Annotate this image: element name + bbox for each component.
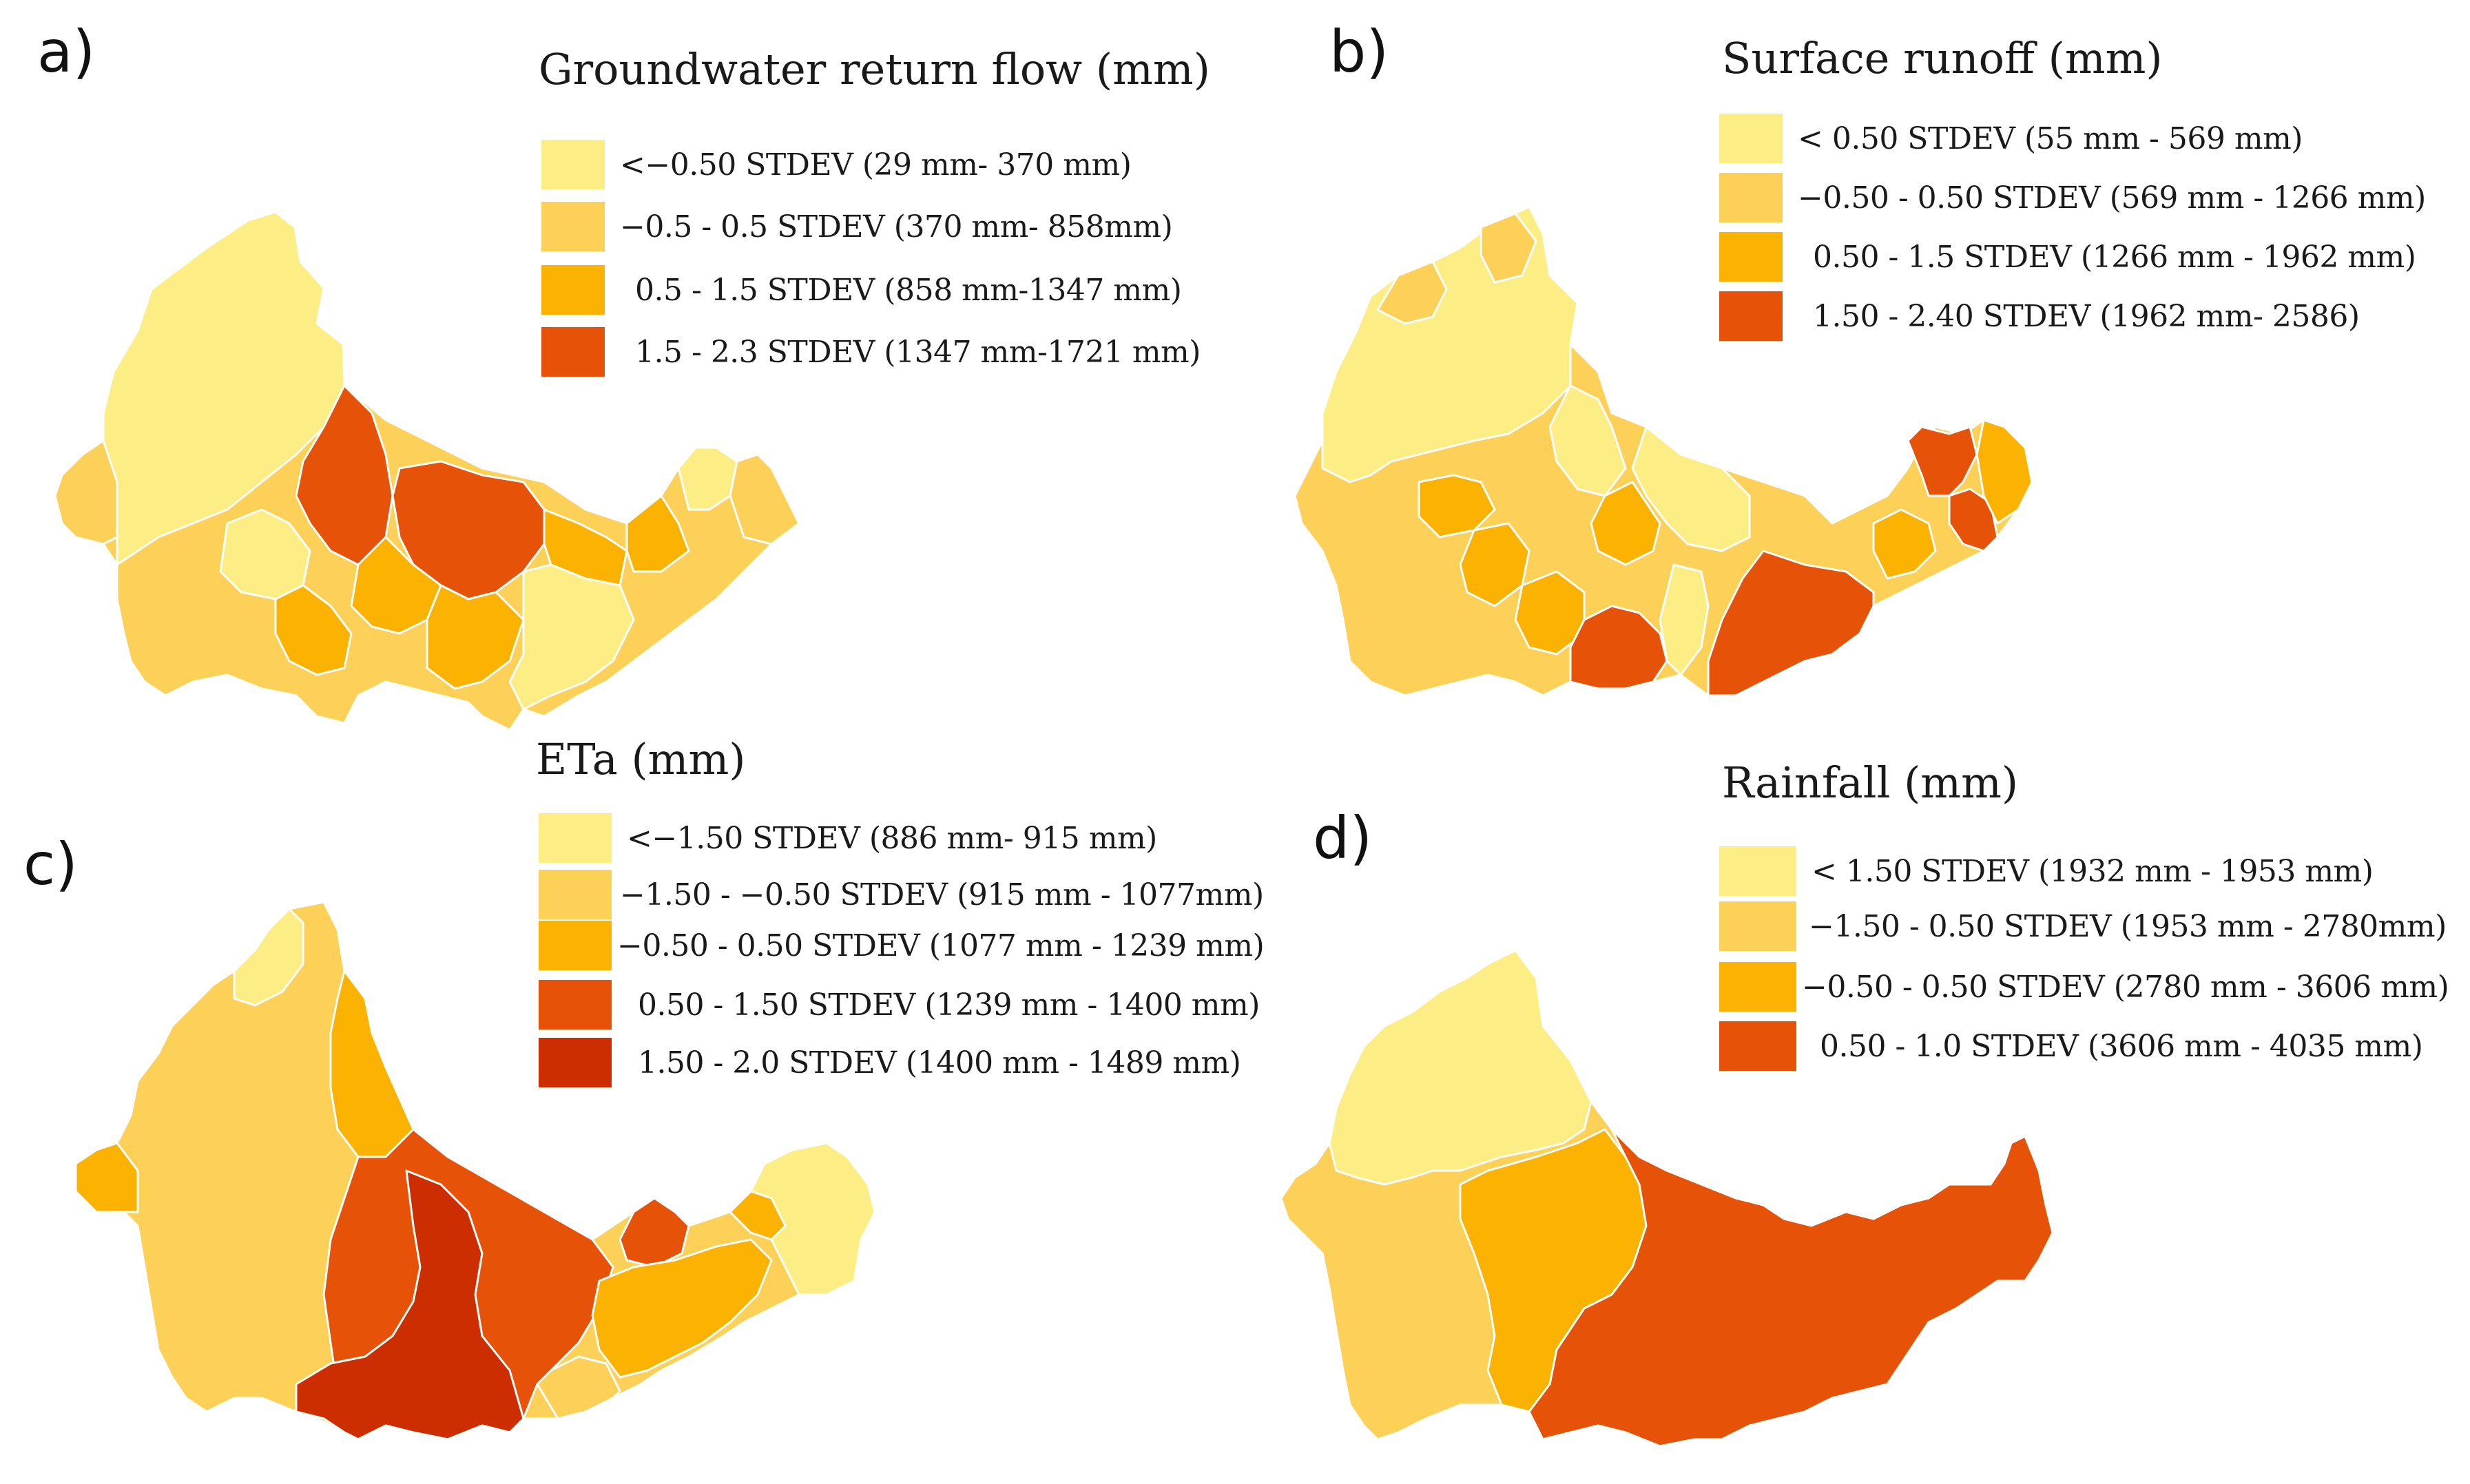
region-a-east-3 xyxy=(625,494,690,573)
region-a-northwest xyxy=(102,211,346,566)
region-b-south-1 xyxy=(1569,605,1668,690)
legend-swatch xyxy=(541,327,605,377)
legend-item-b-2: −0.50 - 0.50 STDEV (569 mm - 1266 mm) xyxy=(1719,172,2426,223)
region-a-west xyxy=(54,439,118,545)
legend-item-c-3: −0.50 - 0.50 STDEV (1077 mm - 1239 mm) xyxy=(539,920,1265,971)
legend-item-a-1: <−0.50 STDEV (29 mm- 370 mm) xyxy=(541,139,1132,190)
region-b-central-6 xyxy=(1514,570,1586,656)
legend-item-d-2: −1.50 - 0.50 STDEV (1953 mm - 2780mm) xyxy=(1719,901,2447,952)
legend-label: −1.50 - −0.50 STDEV (915 mm - 1077mm) xyxy=(620,877,1264,912)
region-a-east-5 xyxy=(729,453,800,545)
region-c-north xyxy=(233,908,304,1007)
legend-item-d-4: 0.50 - 1.0 STDEV (3606 mm - 4035 mm) xyxy=(1719,1021,2423,1072)
legend-swatch xyxy=(1719,114,1783,163)
region-b-central-2 xyxy=(1459,522,1530,607)
region-a-east-2 xyxy=(543,508,628,587)
region-b-east-1 xyxy=(1872,508,1937,580)
legend-label: < 0.50 STDEV (55 mm - 569 mm) xyxy=(1798,121,2303,156)
legend-label: −0.5 - 0.5 STDEV (370 mm- 858mm) xyxy=(620,209,1173,244)
legend-swatch xyxy=(541,265,605,315)
legend-title-d: Rainfall (mm) xyxy=(1722,757,2019,808)
region-b-central-4 xyxy=(1631,426,1751,552)
region-b-north-2 xyxy=(1480,212,1537,284)
region-b-east-2 xyxy=(1907,426,1978,497)
legend-swatch xyxy=(541,140,605,189)
legend-item-c-2: −1.50 - −0.50 STDEV (915 mm - 1077mm) xyxy=(539,869,1264,920)
region-d-northwest xyxy=(1328,949,1592,1186)
legend-swatch xyxy=(539,870,612,919)
legend-swatch xyxy=(539,813,612,863)
legend-item-a-3: 0.5 - 1.5 STDEV (858 mm-1347 mm) xyxy=(541,264,1182,315)
legend-label: < 1.50 STDEV (1932 mm - 1953 mm) xyxy=(1812,853,2374,889)
legend-swatch xyxy=(1719,846,1796,896)
legend-title-c: ETa (mm) xyxy=(536,734,746,784)
region-b-east-3 xyxy=(1948,488,1999,552)
legend-label: 0.50 - 1.5 STDEV (1266 mm - 1962 mm) xyxy=(1813,239,2416,275)
region-c-east-4 xyxy=(729,1142,876,1296)
panel-label-a: a) xyxy=(37,18,96,85)
region-c-central-strip xyxy=(329,970,415,1158)
region-b-east-4 xyxy=(1975,419,2033,525)
legend-label: −0.50 - 0.50 STDEV (2780 mm - 3606 mm) xyxy=(1802,969,2449,1005)
legend-item-b-3: 0.50 - 1.5 STDEV (1266 mm - 1962 mm) xyxy=(1719,231,2416,282)
legend-label: <−0.50 STDEV (29 mm- 370 mm) xyxy=(620,147,1132,182)
legend-label: −0.50 - 0.50 STDEV (569 mm - 1266 mm) xyxy=(1798,180,2426,216)
legend-swatch xyxy=(1719,901,1796,951)
legend-swatch xyxy=(1719,173,1783,222)
region-a-central-2 xyxy=(391,460,546,600)
legend-swatch xyxy=(1719,962,1796,1012)
legend-item-d-3: −0.50 - 0.50 STDEV (2780 mm - 3606 mm) xyxy=(1719,961,2449,1012)
region-b-central-5 xyxy=(1590,481,1661,566)
region-b-south-2 xyxy=(1707,550,1875,697)
legend-label: 1.5 - 2.3 STDEV (1347 mm-1721 mm) xyxy=(635,334,1201,370)
legend-item-c-4: 0.50 - 1.50 STDEV (1239 mm - 1400 mm) xyxy=(539,979,1260,1030)
region-c-east-2 xyxy=(591,1238,773,1379)
legend-item-a-2: −0.5 - 0.5 STDEV (370 mm- 858mm) xyxy=(541,201,1173,252)
map-d-rainfall xyxy=(1280,949,2054,1448)
legend-title-b: Surface runoff (mm) xyxy=(1722,33,2163,83)
panel-label-b: b) xyxy=(1329,18,1389,85)
region-b-south-west xyxy=(1659,563,1710,676)
legend-label: −0.50 - 0.50 STDEV (1077 mm - 1239 mm) xyxy=(617,928,1265,963)
legend-swatch xyxy=(539,921,612,970)
legend-label: <−1.50 STDEV (886 mm- 915 mm) xyxy=(627,820,1157,856)
legend-label: −1.50 - 0.50 STDEV (1953 mm - 2780mm) xyxy=(1809,908,2447,944)
legend-swatch xyxy=(541,202,605,251)
legend-item-a-4: 1.5 - 2.3 STDEV (1347 mm-1721 mm) xyxy=(541,326,1201,377)
legend-item-b-1: < 0.50 STDEV (55 mm - 569 mm) xyxy=(1719,113,2303,164)
legend-label: 0.50 - 1.50 STDEV (1239 mm - 1400 mm) xyxy=(638,987,1260,1023)
legend-swatch xyxy=(1719,232,1783,282)
legend-item-c-1: <−1.50 STDEV (886 mm- 915 mm) xyxy=(539,813,1157,864)
legend-swatch xyxy=(1719,1021,1796,1071)
region-c-west xyxy=(74,1142,139,1213)
region-a-central-1 xyxy=(295,384,394,566)
region-a-central-4 xyxy=(426,584,525,690)
region-a-south-2 xyxy=(274,584,353,676)
legend-label: 0.50 - 1.0 STDEV (3606 mm - 4035 mm) xyxy=(1820,1028,2423,1064)
region-b-north-1 xyxy=(1376,260,1448,325)
map-b-surface-runoff xyxy=(1294,205,2033,697)
panel-label-c: c) xyxy=(23,830,78,898)
legend-swatch xyxy=(1719,291,1783,341)
region-c-east-3 xyxy=(536,1355,621,1420)
legend-swatch xyxy=(539,1038,612,1087)
region-c-central-dark xyxy=(295,1169,525,1441)
legend-label: 1.50 - 2.0 STDEV (1400 mm - 1489 mm) xyxy=(638,1045,1241,1080)
region-c-east-5 xyxy=(729,1190,787,1241)
region-a-east-1 xyxy=(508,563,635,711)
legend-swatch xyxy=(539,980,612,1030)
legend-item-b-4: 1.50 - 2.40 STDEV (1962 mm- 2586) xyxy=(1719,291,2360,342)
region-b-central-1 xyxy=(1418,474,1496,539)
map-a-groundwater xyxy=(54,211,800,731)
legend-label: 1.50 - 2.40 STDEV (1962 mm- 2586) xyxy=(1813,298,2360,334)
legend-item-d-1: < 1.50 STDEV (1932 mm - 1953 mm) xyxy=(1719,846,2374,897)
region-d-east-main xyxy=(1528,1128,2054,1448)
panel-label-d: d) xyxy=(1313,804,1373,872)
legend-label: 0.5 - 1.5 STDEV (858 mm-1347 mm) xyxy=(635,272,1182,308)
map-c-eta xyxy=(74,901,876,1441)
legend-title-a: Groundwater return flow (mm) xyxy=(539,44,1210,94)
legend-item-c-5: 1.50 - 2.0 STDEV (1400 mm - 1489 mm) xyxy=(539,1037,1241,1088)
